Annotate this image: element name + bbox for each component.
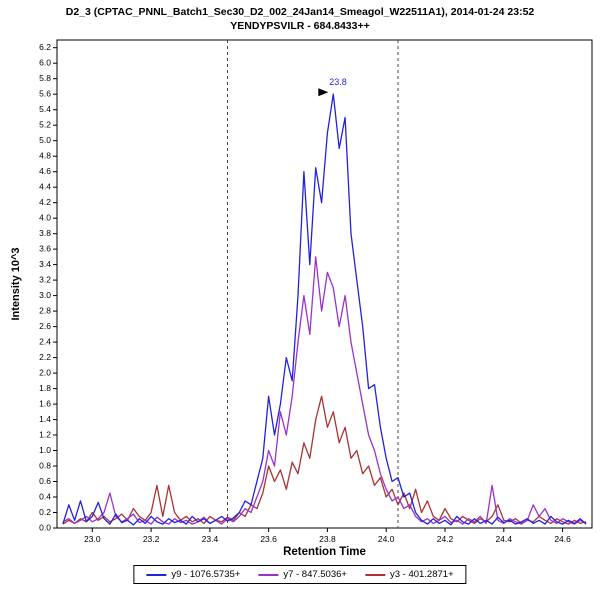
y-tick-label: 0.8 bbox=[39, 460, 51, 470]
x-tick-label: 23.0 bbox=[84, 534, 101, 544]
y-tick-label: 1.8 bbox=[39, 383, 51, 393]
x-tick-label: 23.2 bbox=[143, 534, 160, 544]
x-tick-label: 23.4 bbox=[202, 534, 219, 544]
y-tick-label: 4.0 bbox=[39, 212, 51, 222]
legend-color-line bbox=[364, 573, 385, 576]
y-tick-label: 5.2 bbox=[39, 119, 51, 129]
y-tick-label: 3.8 bbox=[39, 228, 51, 238]
y-tick-label: 2.8 bbox=[39, 305, 51, 315]
x-tick-label: 23.8 bbox=[319, 534, 336, 544]
legend-item-y7: y7 - 847.5036+ bbox=[258, 569, 347, 580]
y-tick-label: 1.4 bbox=[39, 414, 51, 424]
trace-y7[interactable] bbox=[62, 256, 587, 525]
x-tick-label: 24.6 bbox=[554, 534, 571, 544]
y-tick-label: 1.0 bbox=[39, 445, 51, 455]
x-tick-label: 24.4 bbox=[496, 534, 513, 544]
y-tick-label: 5.4 bbox=[39, 104, 51, 114]
x-tick-label: 24.0 bbox=[378, 534, 395, 544]
peptide-subtitle: YENDYPSVILR - 684.8433++ bbox=[230, 20, 370, 32]
y-tick-label: 4.2 bbox=[39, 197, 51, 207]
y-tick-label: 3.4 bbox=[39, 259, 51, 269]
legend-color-line bbox=[146, 573, 167, 576]
y-tick-label: 0.6 bbox=[39, 476, 51, 486]
y-tick-label: 2.6 bbox=[39, 321, 51, 331]
legend-item-y9: y9 - 1076.5735+ bbox=[146, 569, 240, 580]
chart-title: D2_3 (CPTAC_PNNL_Batch1_Sec30_D2_002_24J… bbox=[65, 6, 535, 18]
trace-y9[interactable] bbox=[62, 93, 587, 526]
y-tick-label: 5.0 bbox=[39, 135, 51, 145]
y-tick-label: 1.2 bbox=[39, 429, 51, 439]
y-tick-label: 3.6 bbox=[39, 243, 51, 253]
y-tick-label: 0.2 bbox=[39, 507, 51, 517]
legend-label: y7 - 847.5036+ bbox=[283, 569, 347, 580]
y-tick-label: 3.2 bbox=[39, 274, 51, 284]
x-axis-label: Retention Time bbox=[283, 546, 366, 558]
legend: y9 - 1076.5735+ y7 - 847.5036+ y3 - 401.28… bbox=[133, 565, 467, 584]
plot-border bbox=[56, 39, 593, 529]
trace-y3[interactable] bbox=[62, 395, 587, 525]
legend-color-line bbox=[258, 573, 279, 576]
y-tick-label: 5.8 bbox=[39, 73, 51, 83]
y-tick-label: 0.0 bbox=[39, 522, 51, 532]
y-tick-label: 3.0 bbox=[39, 290, 51, 300]
legend-label: y9 - 1076.5735+ bbox=[171, 569, 241, 580]
legend-label: y3 - 401.2871+ bbox=[389, 569, 454, 580]
y-tick-label: 6.2 bbox=[39, 42, 51, 52]
x-tick-label: 23.6 bbox=[260, 534, 277, 544]
y-tick-label: 4.4 bbox=[39, 181, 51, 191]
y-tick-label: 4.8 bbox=[39, 150, 51, 160]
y-tick-label: 4.6 bbox=[39, 166, 51, 176]
y-tick-label: 2.4 bbox=[39, 336, 51, 346]
y-tick-label: 6.0 bbox=[39, 57, 51, 67]
y-tick-label: 1.6 bbox=[39, 398, 51, 408]
peak-arrow-icon bbox=[318, 88, 329, 97]
y-tick-label: 2.0 bbox=[39, 367, 51, 377]
legend-item-y3: y3 - 401.2871+ bbox=[364, 569, 454, 580]
y-tick-label: 2.2 bbox=[39, 352, 51, 362]
x-tick-label: 24.2 bbox=[437, 534, 454, 544]
peak-rt-annotation: 23.8 bbox=[329, 77, 347, 87]
y-tick-label: 5.6 bbox=[39, 88, 51, 98]
y-tick-label: 0.4 bbox=[39, 491, 51, 501]
